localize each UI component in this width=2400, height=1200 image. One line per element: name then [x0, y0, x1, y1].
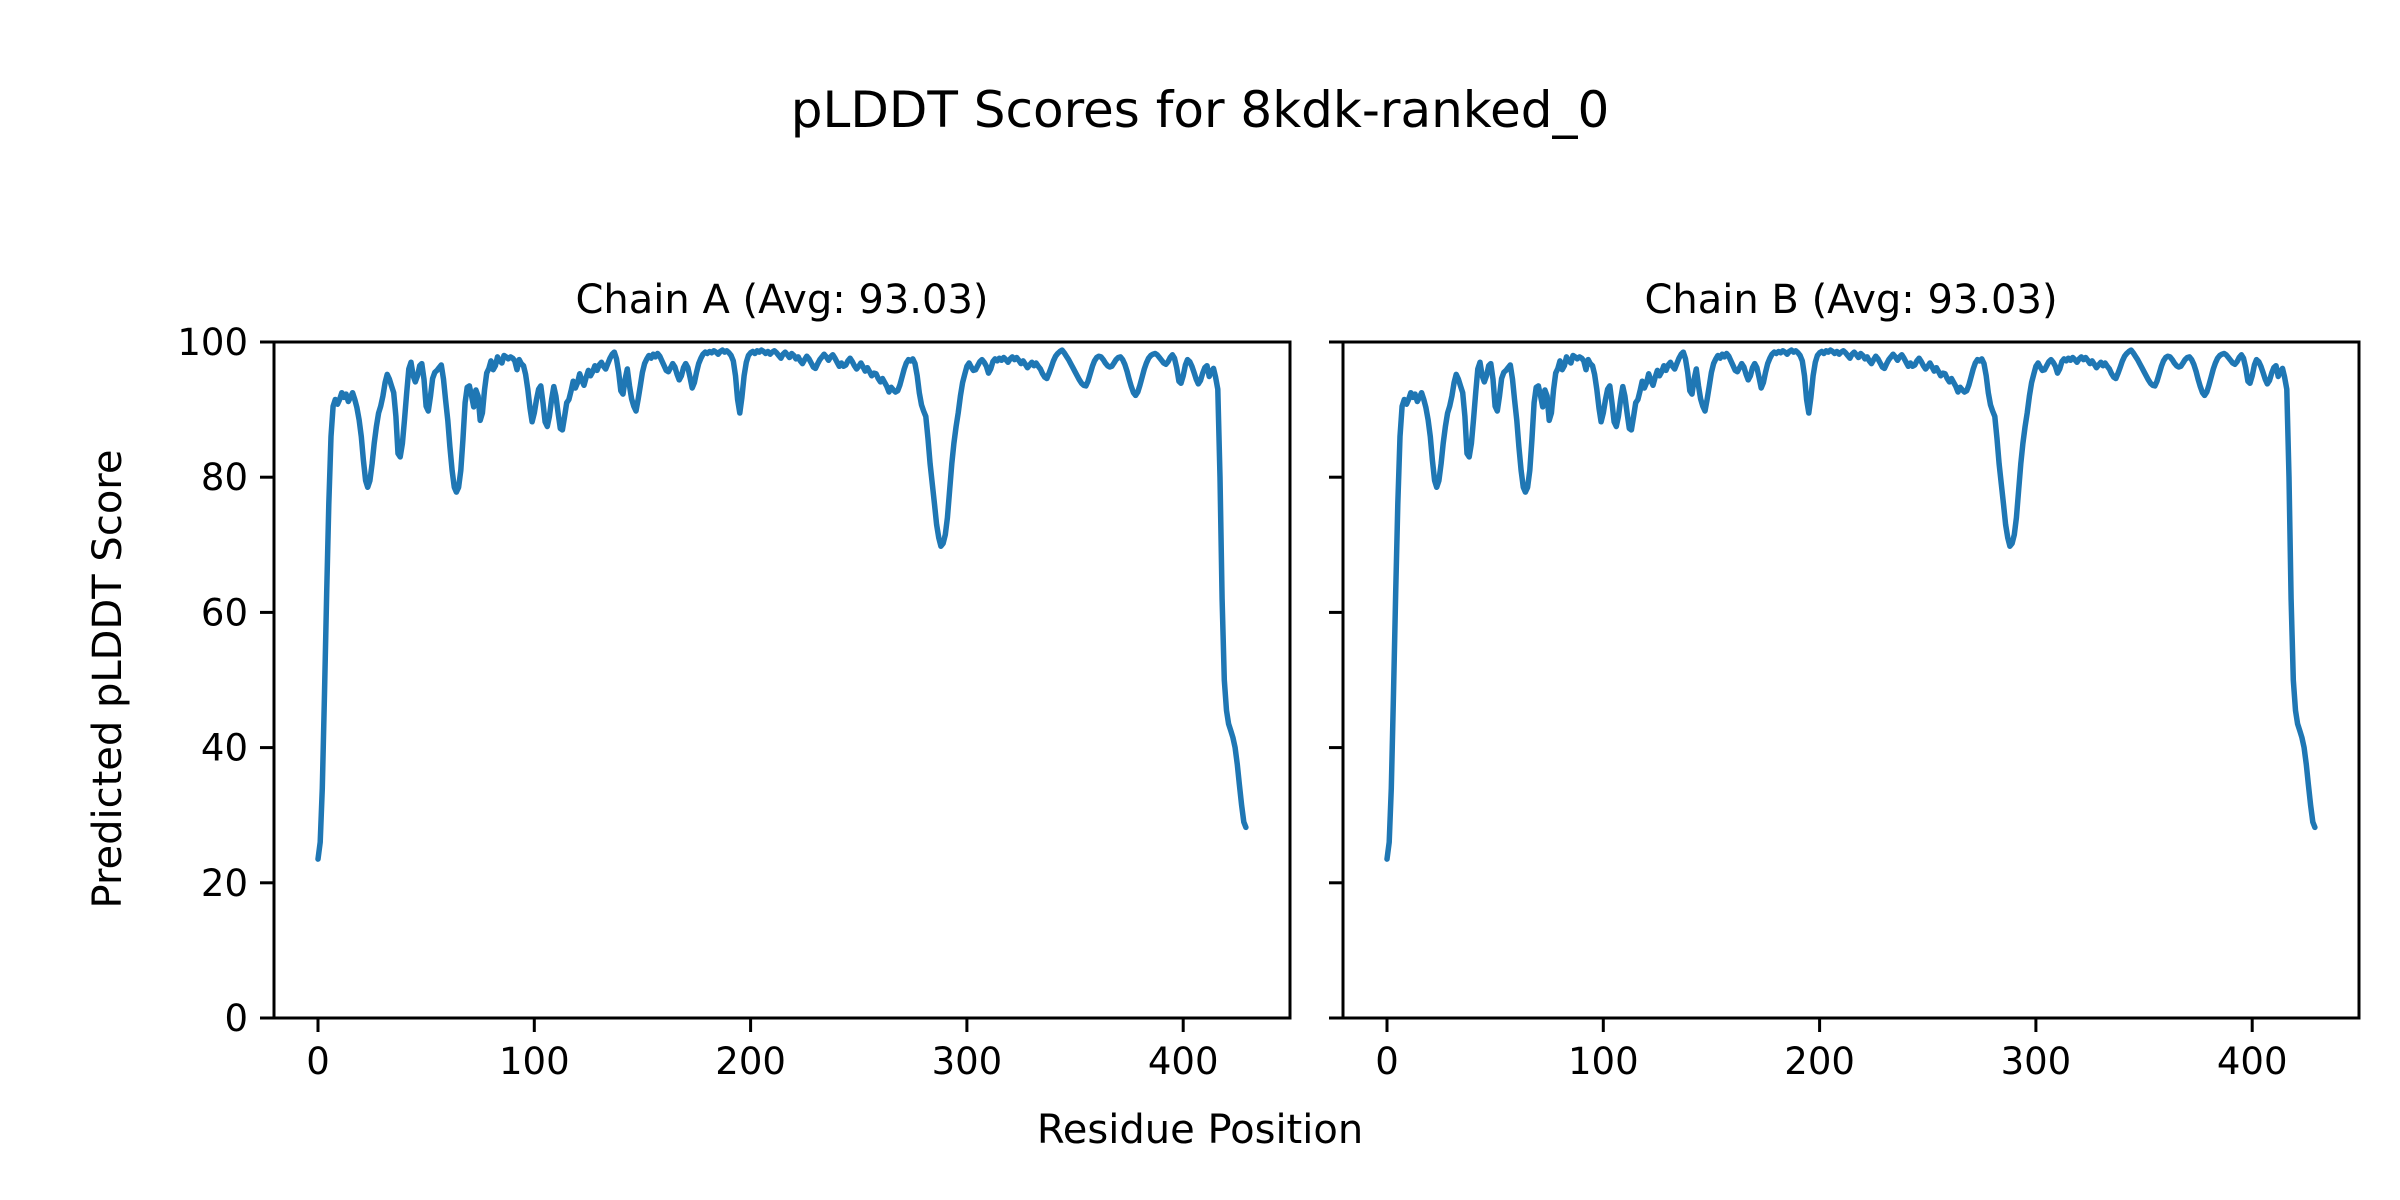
y-tick-label: 20 — [201, 862, 248, 905]
axes-spines — [272, 340, 1292, 1020]
x-tick-label: 100 — [1568, 1040, 1639, 1083]
x-tick-label: 0 — [1375, 1040, 1399, 1083]
y-tick-label: 80 — [201, 456, 248, 499]
figure-title: pLDDT Scores for 8kdk-ranked_0 — [790, 81, 1610, 139]
x-tick-label: 400 — [2217, 1040, 2288, 1083]
x-tick-label: 200 — [715, 1040, 786, 1083]
y-tick-label: 40 — [201, 727, 248, 770]
chain-a-subplot-title: Chain A (Avg: 93.03) — [575, 277, 989, 323]
x-tick-label: 300 — [932, 1040, 1003, 1083]
plddt-line-chain-a — [315, 347, 1249, 862]
plddt-line-chain-b — [1384, 347, 2318, 862]
y-tick-label: 0 — [224, 997, 248, 1040]
x-tick-label: 200 — [1784, 1040, 1855, 1083]
x-axis-label: Residue Position — [1036, 1107, 1364, 1153]
x-tick-label: 400 — [1148, 1040, 1219, 1083]
x-tick-label: 100 — [499, 1040, 570, 1083]
y-axis-label: Predicted pLDDT Score — [85, 449, 131, 909]
chain-a-plot: 0 20 40 60 80 100 0 100 200 300 400 — [177, 321, 1292, 1083]
x-tick-label: 300 — [2001, 1040, 2072, 1083]
y-tick-label: 60 — [201, 591, 248, 634]
axes-spines — [1341, 340, 2361, 1020]
x-tick-label: 0 — [306, 1040, 330, 1083]
y-tick-label: 100 — [177, 321, 248, 364]
chain-b-plot: 0 100 200 300 400 — [1329, 340, 2361, 1083]
chain-b-subplot-title: Chain B (Avg: 93.03) — [1644, 277, 2058, 323]
